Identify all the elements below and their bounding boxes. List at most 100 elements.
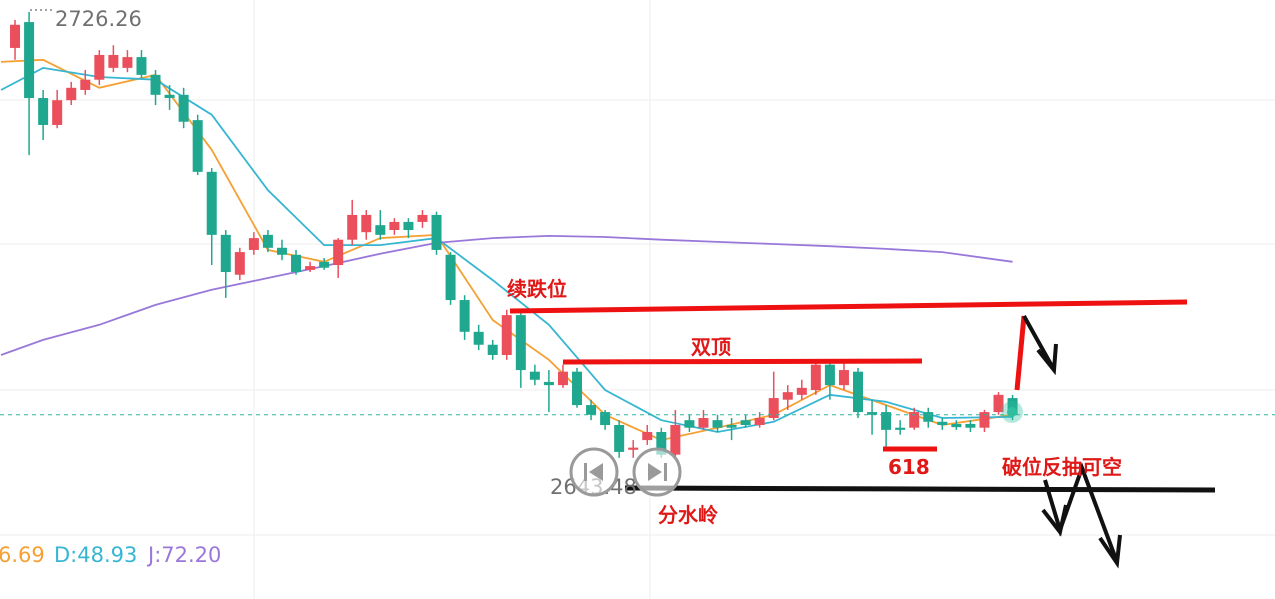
candle-body <box>122 57 133 68</box>
plot <box>0 11 1275 458</box>
prev-icon <box>584 463 587 481</box>
candle-body <box>965 423 976 428</box>
candle-body <box>867 412 878 415</box>
candle-body <box>248 238 259 250</box>
arrow <box>1043 462 1119 563</box>
candle-body <box>24 22 35 99</box>
candle-body <box>698 418 709 428</box>
candle-body <box>656 432 667 455</box>
candle-body <box>234 252 245 275</box>
annotation: 双顶 <box>691 335 731 359</box>
next-icon <box>648 463 662 481</box>
candle-body <box>150 74 161 95</box>
moving-average <box>0 234 1013 356</box>
drawings <box>509 299 1216 569</box>
arrow-head <box>1036 343 1058 376</box>
candle-body <box>642 432 653 441</box>
candle-body <box>487 344 498 355</box>
annotation: 分水岭 <box>658 503 718 527</box>
candle-body <box>572 371 583 406</box>
candle-body <box>712 420 723 428</box>
candle-body <box>586 405 597 415</box>
candle-body <box>909 412 920 428</box>
candle-body <box>431 214 442 250</box>
candle-body <box>1007 398 1018 415</box>
candle-body <box>726 425 737 428</box>
candle-body <box>403 221 414 231</box>
arrow-head <box>1098 534 1122 569</box>
candle-body <box>164 94 175 99</box>
candle-body <box>473 331 484 345</box>
candle-body <box>979 412 990 428</box>
candle-body <box>628 447 639 450</box>
candle-body <box>38 98 49 125</box>
candle-body <box>136 57 147 75</box>
candle-body <box>881 412 892 430</box>
candle-body <box>923 412 934 422</box>
candle-body <box>810 364 821 390</box>
candle-body <box>951 423 962 428</box>
candle-body <box>782 392 793 400</box>
candle-body <box>220 234 231 273</box>
indicator: D:48.93 <box>54 543 137 567</box>
candle-body <box>361 214 372 233</box>
next-icon <box>664 463 667 481</box>
candle-body <box>389 221 400 231</box>
candle-body <box>600 412 611 426</box>
candle-body <box>333 239 344 266</box>
candle-body <box>375 225 386 235</box>
candle-body <box>515 315 526 371</box>
candle-body <box>417 214 428 222</box>
candle-body <box>66 87 77 101</box>
price-dot <box>1007 407 1017 417</box>
resistance-line <box>509 299 1188 314</box>
candle-body <box>459 300 470 332</box>
candle-body <box>796 387 807 395</box>
candle-body <box>319 261 330 268</box>
candle-body <box>937 421 948 426</box>
double-top-line <box>562 358 923 365</box>
candle-body <box>670 425 681 455</box>
candle-body <box>993 394 1004 413</box>
candle-body <box>838 370 849 386</box>
candle-body <box>895 427 906 430</box>
annotation: 618 <box>888 455 930 479</box>
candle-body <box>94 54 105 80</box>
annotation: 续跌位 <box>507 277 567 301</box>
candle-body <box>768 398 779 419</box>
candle-body <box>445 254 456 301</box>
prev-icon <box>589 463 603 481</box>
candle-body <box>529 371 540 380</box>
candle-body <box>684 420 695 428</box>
candle-body <box>108 54 119 68</box>
candle-body <box>52 100 63 125</box>
candle-body <box>754 418 765 426</box>
arrow <box>1014 315 1027 391</box>
candle-body <box>178 94 189 122</box>
candle-body <box>276 247 287 255</box>
candle-body <box>305 266 316 270</box>
watershed-line <box>624 485 1216 493</box>
arrow-head <box>1041 504 1068 537</box>
candle-body <box>614 425 625 452</box>
candle-body <box>80 79 91 90</box>
indicator: J:72.20 <box>146 543 221 567</box>
candle-body <box>501 315 512 355</box>
playback <box>569 447 682 497</box>
annotation: 破位反抽可空 <box>1002 455 1122 479</box>
arrow <box>1022 315 1055 369</box>
candle-body <box>262 234 273 248</box>
candle-body <box>347 214 358 240</box>
candle-body <box>557 371 568 386</box>
candle-body <box>740 420 751 426</box>
high-label: 2726.26 <box>55 7 142 31</box>
candle-body <box>853 371 864 413</box>
indicator: 6.69 <box>0 543 45 567</box>
candle-body <box>206 171 217 235</box>
candle-body <box>192 120 203 172</box>
candle-body <box>543 381 554 386</box>
candle-body <box>824 364 835 386</box>
candle-body <box>10 24 21 48</box>
